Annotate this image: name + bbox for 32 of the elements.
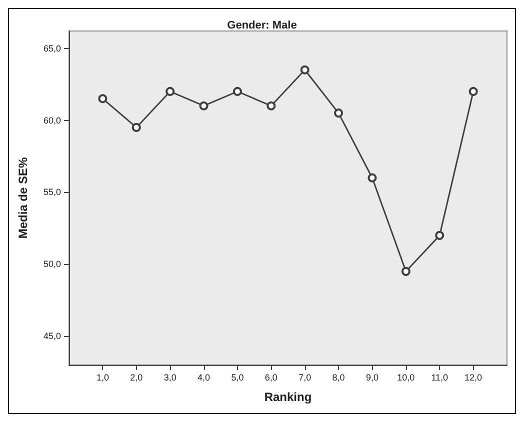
x-tick-label: 5,0 — [231, 372, 244, 382]
x-tick-label: 8,0 — [332, 372, 345, 382]
x-tick-label: 2,0 — [130, 372, 143, 382]
x-tick-label: 6,0 — [264, 372, 278, 382]
point — [266, 101, 276, 110]
x-tick-label: 12,0 — [464, 372, 482, 382]
y-tick-label: 55,0 — [43, 187, 61, 198]
point — [300, 65, 310, 74]
x-tick-label: 10,0 — [397, 372, 415, 382]
y-tick-label: 60,0 — [43, 115, 61, 126]
y-tick-label: 50,0 — [43, 259, 61, 270]
x-tick-label: 11,0 — [431, 372, 448, 382]
point — [166, 86, 175, 96]
point — [468, 86, 478, 96]
point — [199, 101, 208, 110]
point — [98, 94, 108, 104]
x-axis-title: Ranking — [264, 390, 312, 404]
x-tick-label: 4,0 — [198, 372, 210, 382]
x-tick-label: 3,0 — [164, 372, 176, 382]
point — [401, 266, 410, 276]
point — [232, 86, 242, 96]
point — [334, 108, 344, 118]
x-tick-label: 7,0 — [298, 372, 312, 382]
y-axis-title: Media de SE% — [16, 156, 30, 239]
y-tick-label: 45,0 — [43, 331, 61, 342]
chart-title: Gender: Male — [227, 20, 297, 32]
point — [368, 173, 377, 182]
y-tick-label: 65,0 — [43, 43, 61, 54]
point — [132, 122, 141, 132]
x-tick-label: 9,0 — [366, 372, 378, 382]
x-tick-label: 1,0 — [96, 372, 109, 382]
point — [435, 230, 444, 240]
